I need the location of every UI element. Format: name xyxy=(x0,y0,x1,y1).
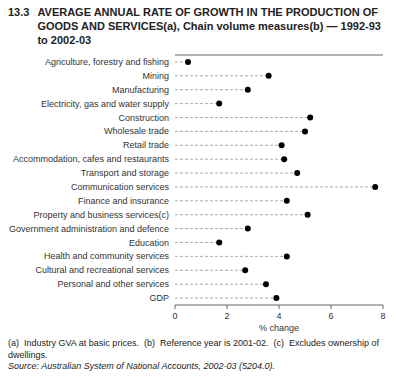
stem xyxy=(175,159,284,160)
stem xyxy=(175,103,219,104)
stem xyxy=(175,76,269,77)
x-tick-label: 6 xyxy=(328,311,333,321)
footnotes: (a) Industry GVA at basic prices. (b) Re… xyxy=(0,336,397,378)
category-label: Cultural and recreational services xyxy=(35,266,169,276)
category-label: Construction xyxy=(118,113,169,123)
stem xyxy=(175,298,276,299)
stem xyxy=(175,228,248,229)
top-border xyxy=(175,55,383,56)
chart-area: Agriculture, forestry and fishing Mining M… xyxy=(0,49,397,336)
category-label: Property and business services(c) xyxy=(33,210,169,220)
category-label: Transport and storage xyxy=(81,168,169,178)
dot xyxy=(242,268,248,274)
category-label: Personal and other services xyxy=(57,279,169,289)
category-label: Education xyxy=(129,238,169,248)
x-axis-label: % change xyxy=(259,323,299,333)
category-label: Wholesale trade xyxy=(104,127,169,137)
stem xyxy=(175,89,248,90)
dot xyxy=(302,129,308,135)
marks xyxy=(175,59,378,301)
x-tick xyxy=(175,305,176,309)
category-label: Accommodation, cafes and restaurants xyxy=(13,154,170,164)
stem xyxy=(175,145,282,146)
x-tick-label: 8 xyxy=(380,311,385,321)
dot xyxy=(185,59,191,65)
dot xyxy=(372,184,378,190)
stem xyxy=(175,131,305,132)
title-row: 13.3 AVERAGE ANNUAL RATE OF GROWTH IN THE… xyxy=(0,0,397,49)
category-label: Manufacturing xyxy=(112,85,169,95)
page: 13.3 AVERAGE ANNUAL RATE OF GROWTH IN THE… xyxy=(0,0,397,378)
stem xyxy=(175,242,219,243)
stem xyxy=(175,256,287,257)
x-tick xyxy=(227,305,228,309)
category-label: Agriculture, forestry and fishing xyxy=(45,57,169,67)
category-label: Retail trade xyxy=(123,141,169,151)
stem xyxy=(175,173,297,174)
x-tick-label: 4 xyxy=(276,311,281,321)
category-labels: Agriculture, forestry and fishing Mining M… xyxy=(9,57,170,303)
dot xyxy=(305,212,311,218)
category-label: Health and community services xyxy=(44,252,170,262)
category-label: Mining xyxy=(142,71,169,81)
x-tick xyxy=(331,305,332,309)
dot xyxy=(266,73,272,79)
footnote: Source: Australian System of National Ac… xyxy=(8,361,389,373)
dot xyxy=(284,198,290,204)
dot xyxy=(284,254,290,260)
dot xyxy=(281,156,287,162)
footnote: (a) Industry GVA at basic prices. (b) Re… xyxy=(8,338,389,361)
subtitle: AVERAGE ANNUAL RATE OF GROWTH IN THE PRO… xyxy=(37,6,389,47)
category-label: Government administration and defence xyxy=(9,224,169,234)
category-label: Electricity, gas and water supply xyxy=(41,99,169,109)
dot xyxy=(294,170,300,176)
stem xyxy=(175,270,245,271)
stem xyxy=(175,187,375,188)
x-tick-label: 0 xyxy=(172,311,177,321)
x-ticks: 0 2 4 6 8 xyxy=(172,305,385,321)
dot xyxy=(307,115,313,121)
dot xyxy=(263,281,269,287)
dot xyxy=(216,240,222,246)
dot xyxy=(245,226,251,232)
dot xyxy=(279,143,285,149)
stem xyxy=(175,284,266,285)
x-tick xyxy=(279,305,280,309)
x-tick-label: 2 xyxy=(224,311,229,321)
stem xyxy=(175,201,287,202)
category-label: Communication services xyxy=(71,182,170,192)
dot xyxy=(273,295,279,301)
category-label: GDP xyxy=(149,293,169,303)
x-tick xyxy=(383,305,384,309)
dot xyxy=(245,87,251,93)
chart: Agriculture, forestry and fishing Mining M… xyxy=(0,49,397,335)
title: 13.3 xyxy=(8,6,29,47)
dot xyxy=(216,101,222,107)
category-label: Finance and insurance xyxy=(78,196,169,206)
stem xyxy=(175,117,310,118)
stem xyxy=(175,214,308,215)
